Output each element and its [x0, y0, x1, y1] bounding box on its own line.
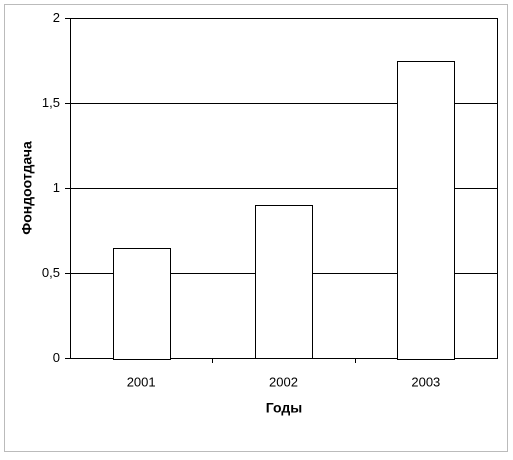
y-tick-label: 0 [53, 350, 60, 365]
x-tick-label: 2001 [127, 374, 156, 389]
y-tick-label: 1,5 [42, 95, 60, 110]
y-tick-label: 0,5 [42, 265, 60, 280]
x-tick-label: 2002 [269, 374, 298, 389]
bar [113, 248, 171, 360]
y-axis-title: Фондоотдача [19, 141, 35, 235]
x-axis-title: Годы [266, 400, 302, 416]
bar [255, 205, 313, 359]
y-tick-label: 1 [53, 180, 60, 195]
bar [397, 61, 455, 360]
x-tick-label: 2003 [411, 374, 440, 389]
y-tick-label: 2 [53, 10, 60, 25]
